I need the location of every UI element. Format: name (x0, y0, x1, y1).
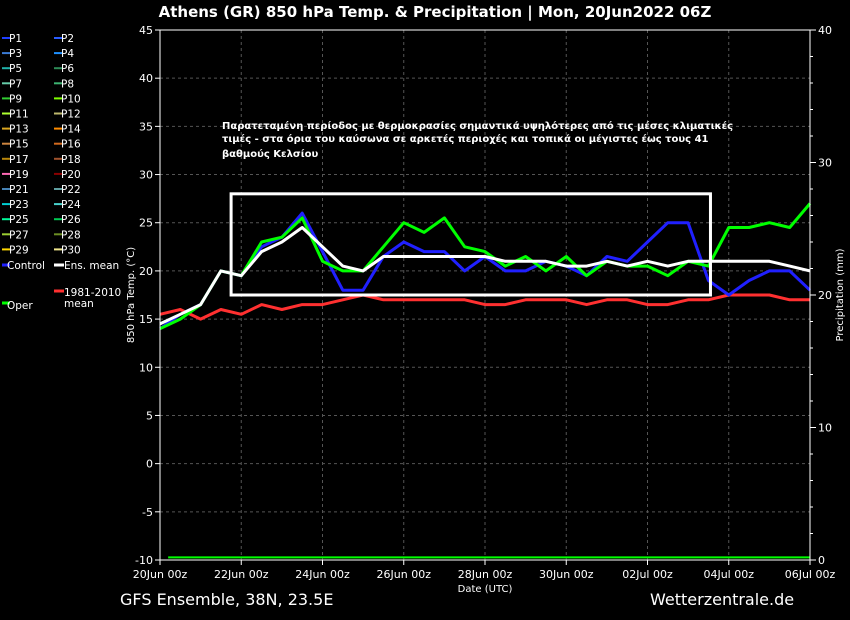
y2-tick-label: 20 (818, 289, 832, 302)
footer-source: GFS Ensemble, 38N, 23.5E (120, 590, 333, 609)
y-tick-label: 5 (146, 409, 153, 422)
legend-item-p5: P5 (9, 63, 22, 75)
legend-item-p27: P27 (9, 229, 29, 241)
legend-item-p1: P1 (9, 33, 22, 45)
annotation-line-2: τιμές - στα όρια του καύσωνα σε αρκετές … (222, 133, 709, 145)
legend-item-p29: P29 (9, 244, 29, 256)
legend-item-p23: P23 (9, 199, 29, 211)
annotation: Παρατεταμένη περίοδος με θερμοκρασίες ση… (222, 120, 733, 297)
legend-item-p9: P9 (9, 93, 22, 105)
legend-item-p19: P19 (9, 169, 29, 181)
legend-item-p2: P2 (61, 33, 74, 45)
legend-item-oper: Oper (7, 300, 33, 312)
legend-item-p24: P24 (61, 199, 81, 211)
legend-item-p21: P21 (9, 184, 29, 196)
x-tick-label: 30Jun 00z (539, 568, 594, 581)
y-tick-label: 30 (139, 169, 153, 182)
y-tick-label: 20 (139, 265, 153, 278)
y-tick-label: 15 (139, 313, 153, 326)
legend-item-control: Control (7, 260, 45, 272)
chart-title: Athens (GR) 850 hPa Temp. & Precipitatio… (159, 3, 712, 22)
legend-item-climatology-line1: 1981-2010 (64, 287, 121, 299)
y-axis-title: 850 hPa Temp. (°C) (126, 247, 137, 343)
y-tick-label: 10 (139, 361, 153, 374)
legend-item-p14: P14 (61, 124, 81, 136)
x-tick-label: 02Jul 00z (622, 568, 673, 581)
footer-brand: Wetterzentrale.de (650, 590, 794, 609)
legend-item-p13: P13 (9, 124, 29, 136)
legend-item-p22: P22 (61, 184, 81, 196)
highlight-box (229, 192, 712, 297)
y-tick-label: 35 (139, 120, 153, 133)
legend-item-climatology-line2: mean (64, 298, 94, 310)
x-axis-title: Date (UTC) (458, 584, 513, 595)
y2-axis-title: Precipitation (mm) (835, 248, 846, 341)
y-tick-label: 25 (139, 217, 153, 230)
legend-item-p15: P15 (9, 139, 29, 151)
x-tick-label: 24Jun 00z (295, 568, 350, 581)
y-tick-label: 40 (139, 72, 153, 85)
series-line-1981-2010-mean (159, 293, 810, 321)
x-tick-label: 06Jul 00z (785, 568, 836, 581)
y2-tick-label: 30 (818, 157, 832, 170)
y-tick-label: -5 (142, 506, 153, 519)
annotation-line-1: Παρατεταμένη περίοδος με θερμοκρασίες ση… (222, 120, 733, 132)
y2-tick-label: 0 (818, 554, 825, 567)
x-tick-label: 20Jun 00z (133, 568, 188, 581)
x-tick-label: 26Jun 00z (377, 568, 432, 581)
legend-item-p20: P20 (61, 169, 81, 181)
y-tick-label: 45 (139, 24, 153, 37)
annotation-line-3: βαθμούς Κελσίου (222, 148, 318, 160)
legend-item-ens-mean: Ens. mean (64, 260, 119, 272)
series-line-oper (159, 202, 812, 331)
legend-item-p11: P11 (9, 109, 29, 121)
legend-item-p18: P18 (61, 154, 81, 166)
x-tick-label: 22Jun 00z (214, 568, 269, 581)
y2-tick-label: 10 (818, 422, 832, 435)
legend-item-p7: P7 (9, 78, 22, 90)
legend-item-p26: P26 (61, 214, 81, 226)
legend-item-p28: P28 (61, 229, 81, 241)
series-line-ens-mean (159, 226, 811, 326)
legend-item-p17: P17 (9, 154, 29, 166)
legend-item-p16: P16 (61, 139, 81, 151)
legend-item-p30: P30 (61, 244, 81, 256)
x-tick-label: 04Jul 00z (703, 568, 754, 581)
y2-tick-label: 40 (818, 24, 832, 37)
legend: P1 P2 P3 P4 P5 P6 P7 P8 P9 P10 P11 P12 P13 P14 P15 P16 P… (2, 33, 121, 312)
y-tick-label: 0 (146, 458, 153, 471)
y-tick-label: -10 (135, 554, 153, 567)
legend-item-p25: P25 (9, 214, 29, 226)
legend-item-p6: P6 (61, 63, 74, 75)
legend-item-p4: P4 (61, 48, 74, 60)
legend-item-p12: P12 (61, 109, 81, 121)
legend-item-p8: P8 (61, 78, 74, 90)
series-layer (159, 202, 812, 559)
legend-item-p10: P10 (61, 93, 81, 105)
legend-item-p3: P3 (9, 48, 22, 60)
x-tick-label: 28Jun 00z (458, 568, 513, 581)
